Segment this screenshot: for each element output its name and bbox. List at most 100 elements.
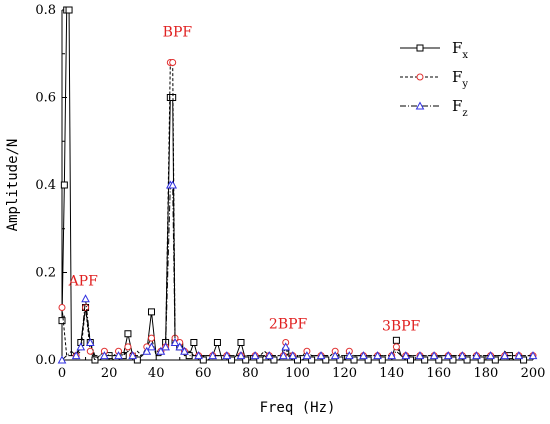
marker-fz [71,351,81,360]
marker-fx [463,356,471,364]
marker-fz [147,342,156,351]
marker-fz [168,180,178,189]
y-axis-label: Amplitude/N [5,139,21,232]
marker-fz [500,351,510,360]
marker-fy [58,304,66,311]
y-tick-label: 0.8 [35,3,56,18]
legend-marker [416,44,424,52]
marker-fz [161,342,170,351]
marker-fx [294,356,301,364]
y-tick-label: 0.4 [35,178,56,193]
x-tick-label: 140 [379,366,404,381]
x-tick-label: 20 [101,366,118,381]
marker-fz [100,351,109,360]
marker-fz [142,346,152,355]
marker-fy [86,347,94,355]
marker-fz [114,351,123,360]
marker-fz [359,351,368,360]
marker-fz [279,351,288,360]
legend-label: Fz [452,97,468,119]
marker-fx [213,339,221,346]
x-axis-label: Freq (Hz) [260,400,336,416]
x-tick-label: 120 [332,366,357,381]
marker-fx [520,356,528,364]
marker-fz [208,351,218,360]
marker-fx [270,356,278,364]
x-tick-label: 180 [473,366,498,381]
marker-fz [302,351,312,360]
legend-label: Fy [452,68,468,90]
marker-fx [133,356,141,364]
marker-fz [236,351,246,360]
marker-fz [222,351,232,360]
legend-marker [416,73,424,81]
marker-fz [128,351,137,360]
y-tick-label: 0.0 [35,353,56,368]
series-line-fx [62,10,533,360]
marker-fz [373,351,382,360]
y-tick-label: 0.6 [35,91,56,106]
marker-fz [264,351,274,360]
annotation-label: BPF [163,24,193,40]
marker-fx [147,308,155,316]
x-tick-label: 40 [148,366,165,381]
x-tick-label: 0 [58,366,66,381]
marker-fz [81,294,90,303]
marker-fx [350,356,358,364]
marker-fz [401,351,411,360]
y-tick-label: 0.2 [35,266,56,281]
x-tick-label: 200 [521,366,546,381]
marker-fx [199,356,207,364]
marker-fz [170,337,180,346]
x-tick-label: 60 [195,366,212,381]
marker-fx [228,356,236,364]
marker-fy [124,343,132,351]
marker-fx [65,6,73,14]
marker-fx [242,356,250,364]
marker-fx [256,356,264,364]
marker-fx [60,181,68,189]
marker-fy [169,59,177,66]
marker-fz [387,351,397,360]
marker-fx [185,352,193,360]
legend-marker [415,101,425,110]
marker-fz [316,351,326,360]
marker-fx [435,356,443,364]
marker-fx [491,356,499,364]
series-line-fz [62,184,533,360]
marker-fy [82,304,90,311]
marker-fx [124,330,132,338]
annotation-label: 3BPF [382,319,421,335]
marker-fz [175,342,185,351]
marker-fx [407,356,415,364]
marker-fx [322,356,330,364]
marker-fz [57,355,67,364]
legend-label: Fx [452,39,468,61]
marker-fx [477,356,485,364]
marker-fx [364,356,372,364]
marker-fz [472,351,481,360]
marker-fz [330,351,340,360]
marker-fz [458,351,467,360]
marker-fz [250,351,260,360]
x-tick-label: 100 [285,366,310,381]
marker-fx [336,356,344,364]
marker-fy [147,334,155,342]
marker-fy [392,343,400,351]
x-tick-label: 160 [426,366,451,381]
marker-fz [85,337,95,346]
marker-fz [514,351,524,360]
marker-fz [486,351,495,360]
marker-fz [344,351,354,360]
x-tick-label: 80 [242,366,259,381]
marker-fz [443,351,453,360]
marker-fz [281,342,291,351]
marker-fx [421,356,429,364]
marker-fx [58,317,66,325]
marker-fz [156,346,166,355]
marker-fz [288,351,298,360]
marker-fx [392,336,400,344]
marker-fx [237,339,245,346]
marker-fz [429,351,439,360]
